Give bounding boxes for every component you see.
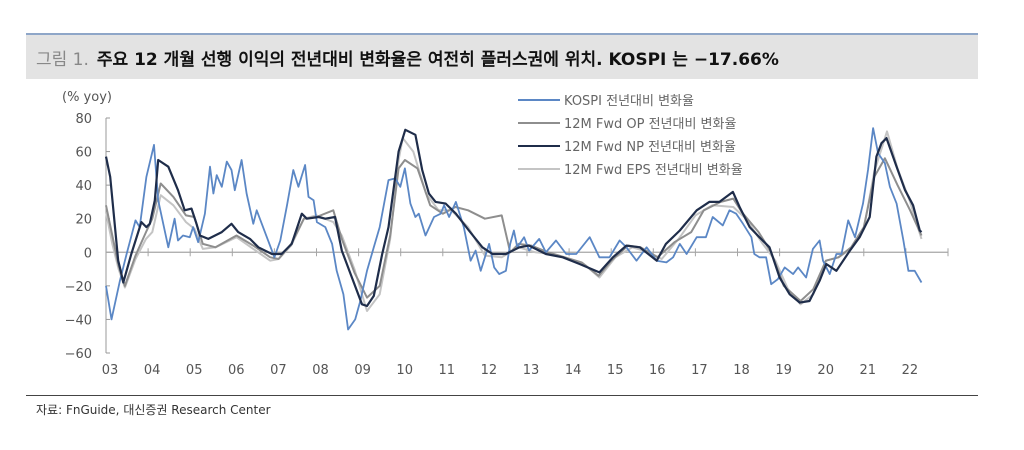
series-line-eps (105, 130, 923, 312)
x-tick-label: 15 (607, 363, 624, 378)
x-tick-label: 21 (860, 363, 877, 378)
y-tick-label: 80 (75, 112, 92, 127)
x-tick-label: 20 (817, 363, 834, 378)
legend-label: 12M Fwd OP 전년대비 변화율 (564, 117, 736, 132)
x-tick-label: 14 (565, 363, 582, 378)
x-tick-label: 11 (439, 363, 456, 378)
source-note: 자료: FnGuide, 대신증권 Research Center (36, 403, 271, 417)
x-tick-label: 18 (733, 363, 750, 378)
x-tick-label: 16 (649, 363, 666, 378)
x-tick-label: 17 (691, 363, 708, 378)
legend: KOSPI 전년대비 변화율 12M Fwd OP 전년대비 변화율 12M Fwd… (518, 94, 743, 178)
axes: 80 60 40 20 0 −20 −40 −60 03 04 05 06 07 08 09 10 11 12 13… (65, 112, 949, 378)
y-tick-label: −20 (65, 280, 92, 295)
x-tick-label: 04 (144, 363, 161, 378)
x-tick-label: 06 (228, 363, 245, 378)
y-tick-label: 20 (75, 213, 92, 228)
legend-label: KOSPI 전년대비 변화율 (564, 94, 694, 109)
series-line-np (104, 128, 923, 308)
figure-title-bar: 그림 1. 주요 12 개월 선행 이익의 전년대비 변화율은 여전히 플러스권… (26, 33, 978, 79)
legend-label: 12M Fwd EPS 전년대비 변화율 (564, 163, 743, 178)
y-tick-label: 60 (75, 146, 92, 161)
y-axis-label: (% yoy) (62, 90, 112, 105)
x-tick-label: 13 (523, 363, 540, 378)
y-tick-label: −40 (65, 313, 92, 328)
x-tick-label: 03 (102, 363, 119, 378)
x-tick-label: 22 (902, 363, 919, 378)
x-tick-label: 07 (270, 363, 287, 378)
x-tick-label: 12 (481, 363, 498, 378)
y-tick-label: 0 (84, 246, 92, 261)
x-tick-label: 08 (312, 363, 329, 378)
y-tick-label: 40 (75, 179, 92, 194)
x-tick-label: 05 (186, 363, 203, 378)
divider (26, 395, 978, 396)
y-tick-label: −60 (65, 347, 92, 362)
x-tick-label: 10 (396, 363, 413, 378)
figure-label: 그림 1. (36, 49, 89, 70)
legend-label: 12M Fwd NP 전년대비 변화율 (564, 140, 736, 155)
series-line-kospi (105, 127, 923, 331)
figure-title: 주요 12 개월 선행 이익의 전년대비 변화율은 여전히 플러스권에 위치. … (96, 49, 779, 70)
x-tick-label: 09 (354, 363, 371, 378)
x-tick-label: 19 (775, 363, 792, 378)
series-lines (104, 127, 923, 331)
